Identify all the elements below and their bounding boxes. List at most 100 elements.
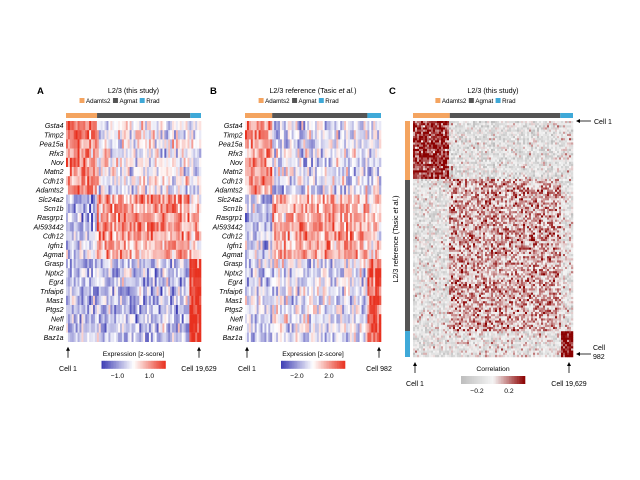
heatmap-cell (98, 157, 102, 168)
correlation-cell (461, 127, 464, 130)
gene-label: Ptgs2 (46, 307, 64, 314)
heatmap-cell (276, 130, 279, 140)
correlation-cell (495, 138, 498, 141)
heatmap-cell (160, 268, 163, 278)
heatmap-cell (324, 286, 327, 296)
correlation-cell (541, 151, 544, 154)
heatmap-cell (353, 130, 357, 140)
correlation-cell (431, 159, 434, 163)
heatmap-cell (305, 185, 308, 195)
heatmap-cell (272, 249, 275, 260)
correlation-cell (459, 125, 462, 128)
heatmap-cell (114, 323, 117, 333)
correlation-cell (513, 138, 516, 141)
heatmap-cell (283, 130, 287, 140)
heatmap-cell (375, 295, 378, 306)
heatmap-cell (320, 203, 324, 214)
correlation-cell (485, 138, 488, 141)
heatmap-cell (353, 249, 357, 260)
colorbar-step (341, 360, 344, 369)
heatmap-cell (89, 203, 92, 214)
heatmap-cell (342, 231, 345, 241)
heatmap-cell (139, 277, 142, 287)
heatmap-cell (89, 268, 92, 278)
heatmap-cell (106, 130, 109, 140)
heatmap-cell (158, 176, 161, 186)
correlation-cell (489, 148, 492, 152)
colorbar-step (321, 360, 323, 369)
correlation-cell (429, 121, 432, 124)
heatmap-cell (303, 259, 306, 269)
heatmap-cell (262, 148, 265, 158)
heatmap-cell (174, 332, 177, 342)
heatmap-cell (328, 213, 331, 223)
correlation-cell (439, 157, 442, 160)
correlation-cell (415, 144, 418, 147)
correlation-cell (483, 144, 486, 147)
heatmap-cell (135, 295, 138, 306)
heatmap-cell (191, 249, 194, 260)
heatmap-cell (77, 305, 80, 315)
heatmap-cell (66, 314, 69, 324)
correlation-cell (553, 133, 556, 137)
correlation-cell (509, 127, 512, 130)
heatmap-cell (342, 167, 345, 177)
heatmap-cell (264, 203, 267, 214)
heatmap-cell (281, 323, 285, 333)
correlation-cell (449, 157, 452, 160)
heatmap-cell (137, 194, 140, 204)
heatmap-cell (121, 231, 125, 241)
heatmap-cell (158, 305, 161, 315)
heatmap-cell (287, 203, 290, 214)
heatmap-cell (324, 139, 327, 149)
heatmap-cell (324, 121, 327, 131)
correlation-cell (467, 138, 470, 141)
correlation-cell (569, 133, 572, 137)
heatmap-cell (71, 194, 75, 204)
heatmap-cell (262, 194, 265, 204)
heatmap-cell (363, 305, 366, 315)
heatmap-cell (104, 231, 107, 241)
heatmap-cell (93, 286, 96, 296)
correlation-cell (555, 151, 558, 154)
correlation-cell (493, 148, 496, 152)
heatmap-cell (181, 286, 184, 296)
correlation-cell (503, 123, 506, 126)
heatmap-cell (309, 222, 312, 232)
heatmap-cell (340, 286, 343, 296)
heatmap-cell (324, 332, 327, 342)
heatmap-cell (367, 167, 370, 177)
heatmap-cell (96, 157, 100, 168)
correlation-cell (475, 131, 478, 135)
legend-swatch (318, 98, 324, 103)
heatmap-cell (79, 277, 82, 287)
heatmap-cell (260, 148, 263, 158)
heatmap-cell (289, 176, 292, 186)
heatmap-cell (371, 231, 374, 241)
heatmap-cell (114, 332, 117, 342)
correlation-cell (527, 129, 530, 132)
correlation-cell (547, 123, 550, 126)
heatmap-cell (172, 157, 175, 168)
correlation-cell (567, 125, 570, 128)
heatmap-cell (131, 176, 134, 186)
heatmap-cell (160, 259, 163, 269)
heatmap-cell (351, 157, 355, 168)
correlation-cell (419, 146, 422, 150)
heatmap-cell (83, 277, 86, 287)
heatmap-cell (158, 277, 161, 287)
colorbar-step (131, 360, 134, 369)
correlation-cell (477, 121, 480, 124)
heatmap-cell (324, 176, 327, 186)
correlation-cell (509, 151, 512, 154)
heatmap-cell (285, 139, 289, 149)
heatmap-cell (89, 148, 92, 158)
correlation-cell (421, 138, 424, 141)
heatmap-cell (311, 176, 314, 186)
heatmap-cell (81, 130, 84, 140)
heatmap-cell (268, 323, 271, 333)
correlation-cell (531, 144, 534, 147)
heatmap-cell (139, 314, 142, 324)
heatmap-cell (129, 323, 132, 333)
heatmap-cell (133, 286, 136, 296)
